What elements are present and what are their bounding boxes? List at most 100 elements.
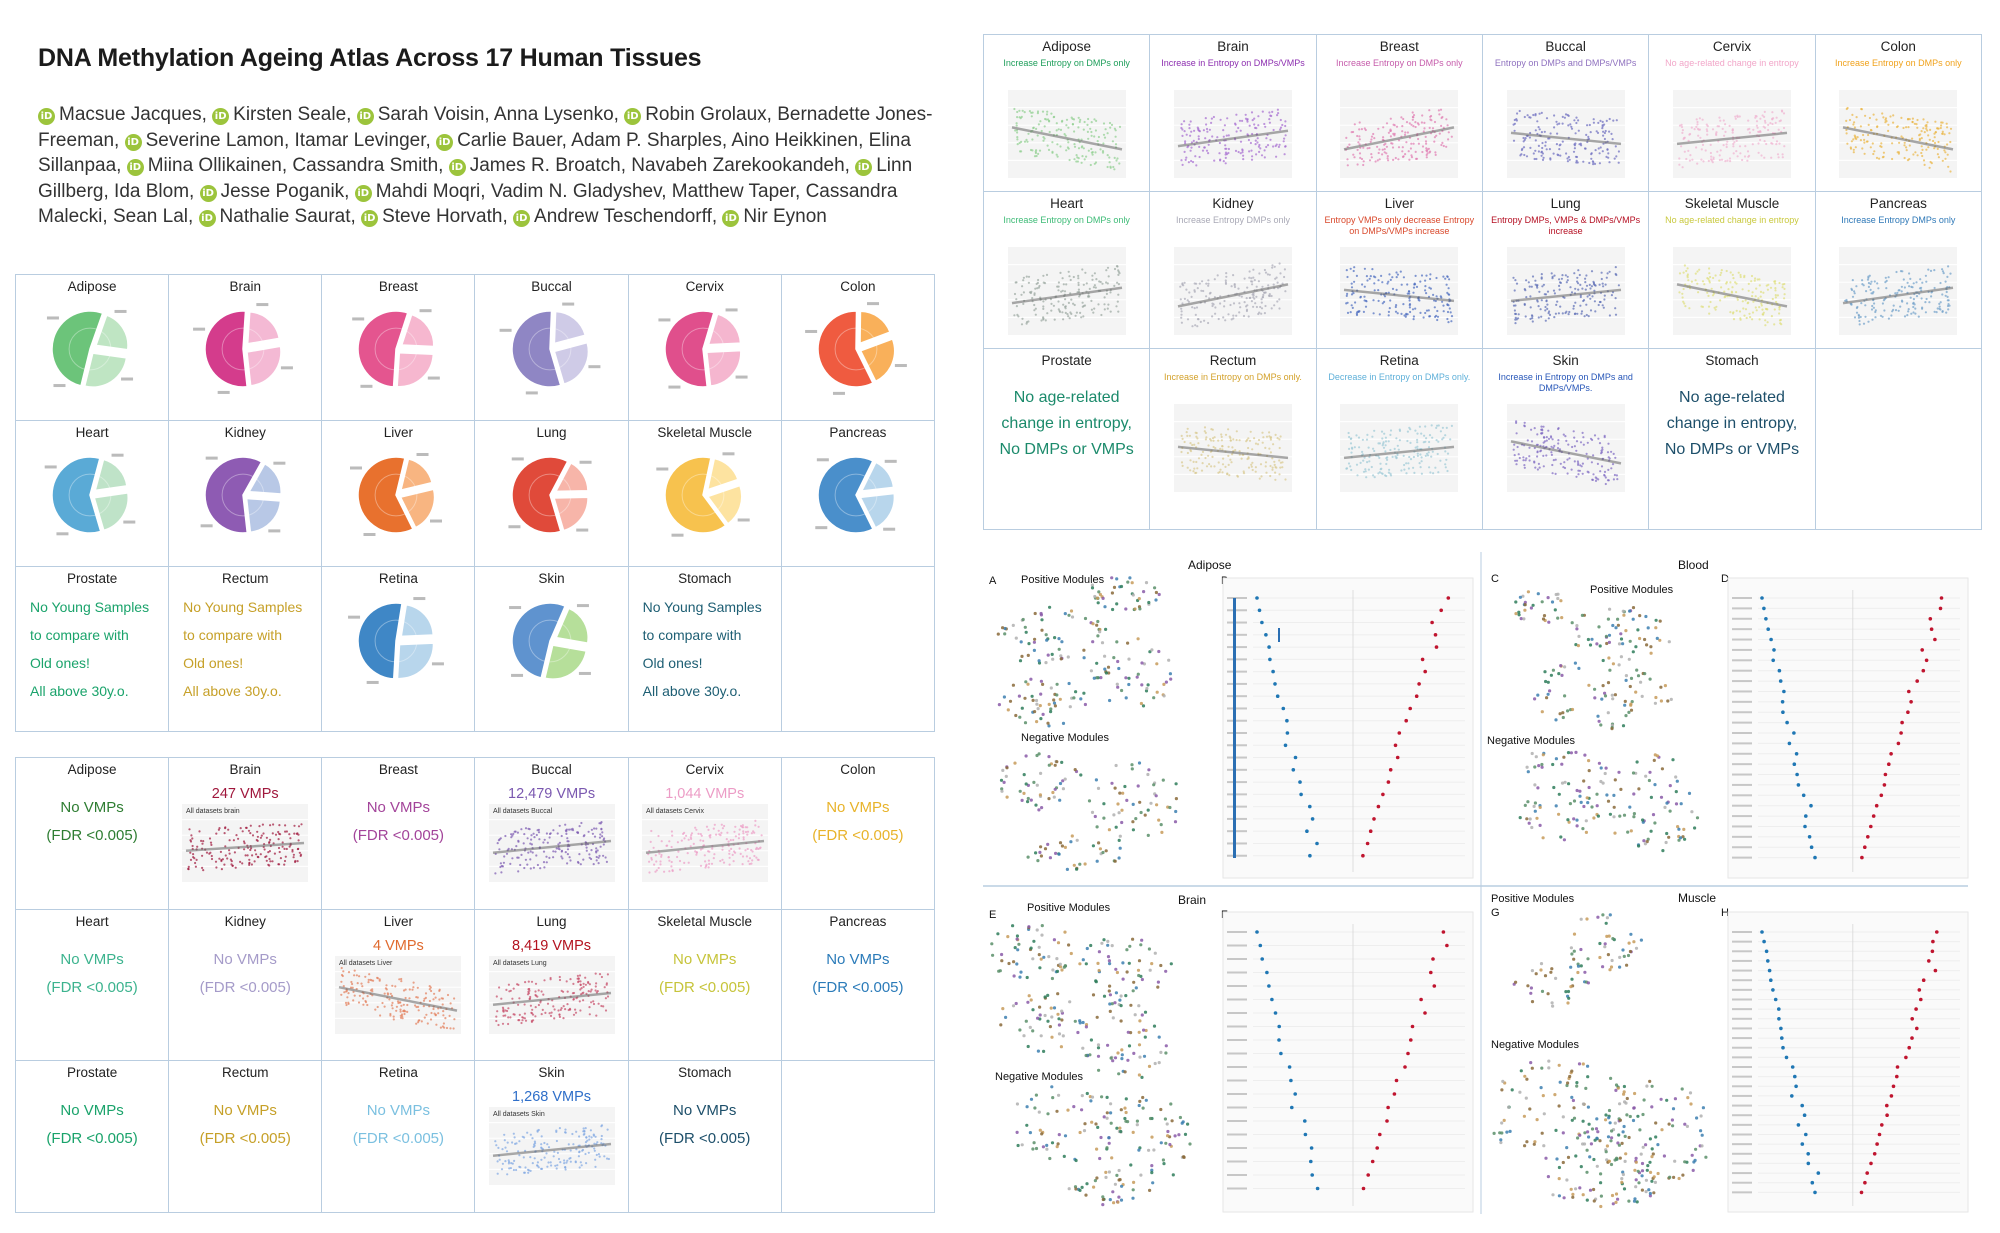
pie-slice-high [860, 461, 895, 492]
scatter-point [539, 1143, 542, 1146]
pie-label-mark [722, 452, 735, 456]
scatter-point [1036, 152, 1039, 155]
scatter-point [660, 853, 663, 857]
scatter-point [1550, 463, 1554, 466]
scatter-point [1188, 434, 1191, 437]
scatter-point [1868, 285, 1871, 288]
scatter-point [1378, 148, 1381, 151]
scatter-point [208, 852, 211, 855]
scatter-point [1224, 465, 1227, 468]
scatter-point [1724, 130, 1727, 133]
scatter-point [1557, 122, 1560, 125]
pie-slice-low [357, 602, 404, 680]
scatter-point [1947, 308, 1950, 311]
network-node [1647, 778, 1651, 783]
scatter-point [682, 861, 686, 864]
scatter-point [1421, 472, 1424, 475]
scatter-point [555, 847, 558, 850]
scatter-point [1771, 297, 1774, 300]
scatter-point [1221, 462, 1225, 465]
pie-inner-ring [528, 619, 571, 663]
pie-label-mark [576, 604, 589, 608]
scatter-point [1085, 282, 1088, 285]
scatter-point [201, 866, 204, 869]
scatter-point [1116, 273, 1120, 276]
scatter-point [340, 966, 344, 969]
scatter-point [1743, 274, 1746, 277]
scatter-point [1249, 280, 1253, 283]
scatter-point [1518, 456, 1521, 459]
scatter-point [1853, 291, 1857, 295]
scatter-plot: All datasets brain [182, 804, 309, 882]
scatter-point [1239, 129, 1242, 132]
scatter-point [684, 834, 687, 837]
scatter-point [556, 832, 559, 835]
scatter-point [1542, 156, 1545, 159]
scatter-point [647, 860, 650, 863]
scatter-point [1933, 132, 1936, 135]
scatter-point [582, 1127, 585, 1130]
scatter-point [1539, 449, 1542, 452]
network-node [1546, 692, 1550, 696]
scatter-point [1188, 123, 1191, 126]
network-node [1035, 783, 1039, 787]
scatter-point [1040, 129, 1043, 133]
scatter-point [1250, 463, 1253, 466]
scatter-point [1542, 464, 1545, 467]
scatter-point [1052, 116, 1055, 119]
scatter-point [1077, 295, 1080, 298]
tissue-label: Prostate [1041, 352, 1092, 368]
scatter-point [1929, 128, 1932, 131]
entropy-description: Increase Entropy on DMPs only [1003, 58, 1130, 68]
network-node [1567, 820, 1571, 824]
scatter-point [1416, 432, 1419, 435]
pie-label-mark [121, 377, 134, 381]
scatter-point [1371, 267, 1374, 270]
scatter-point [1193, 467, 1196, 470]
scatter-point [587, 830, 590, 833]
scatter-point [1870, 146, 1873, 149]
scatter-point [521, 1016, 524, 1019]
scatter-point [1362, 163, 1365, 167]
scatter-point [1708, 271, 1711, 275]
scatter-point [1774, 300, 1778, 303]
scatter-point [383, 1005, 387, 1008]
scatter-point [1180, 159, 1183, 162]
scatter-point [1778, 142, 1781, 145]
scatter-point [1113, 156, 1116, 159]
network-node [1631, 606, 1636, 610]
author-text: Elina Sillanpaa [38, 129, 911, 177]
scatter-point [1015, 131, 1018, 134]
pie-label-mark [367, 680, 380, 684]
scatter-point [1907, 310, 1910, 313]
scatter-point [1279, 126, 1283, 129]
scatter-point [1247, 138, 1250, 142]
scatter-point [1880, 314, 1883, 317]
network-node [1629, 708, 1634, 712]
scatter-point [1537, 304, 1540, 307]
tissue-label [782, 1062, 933, 1082]
scatter-point [1057, 281, 1060, 284]
scatter-point [755, 856, 758, 859]
network-node [1537, 764, 1541, 768]
network-node [1682, 827, 1686, 831]
scatter-point [284, 824, 287, 827]
scatter-point [1535, 286, 1538, 289]
network-node [1072, 696, 1076, 700]
plot-background [1506, 403, 1625, 492]
scatter-point [1359, 156, 1362, 159]
vmp-line: No VMPs [213, 1102, 277, 1120]
scatter-point [1189, 458, 1192, 461]
scatter-point [1946, 275, 1949, 278]
scatter-point [1090, 274, 1094, 277]
scatter-point [1192, 469, 1195, 472]
scatter-point [1207, 282, 1210, 285]
scatter-point [1195, 435, 1198, 438]
scatter-point [1921, 154, 1924, 158]
network-node [1011, 683, 1015, 687]
network-node [1146, 833, 1150, 837]
network-node [1621, 609, 1625, 613]
scatter-point [1270, 307, 1273, 310]
scatter-point [541, 1008, 544, 1011]
scatter-point [1909, 144, 1912, 147]
